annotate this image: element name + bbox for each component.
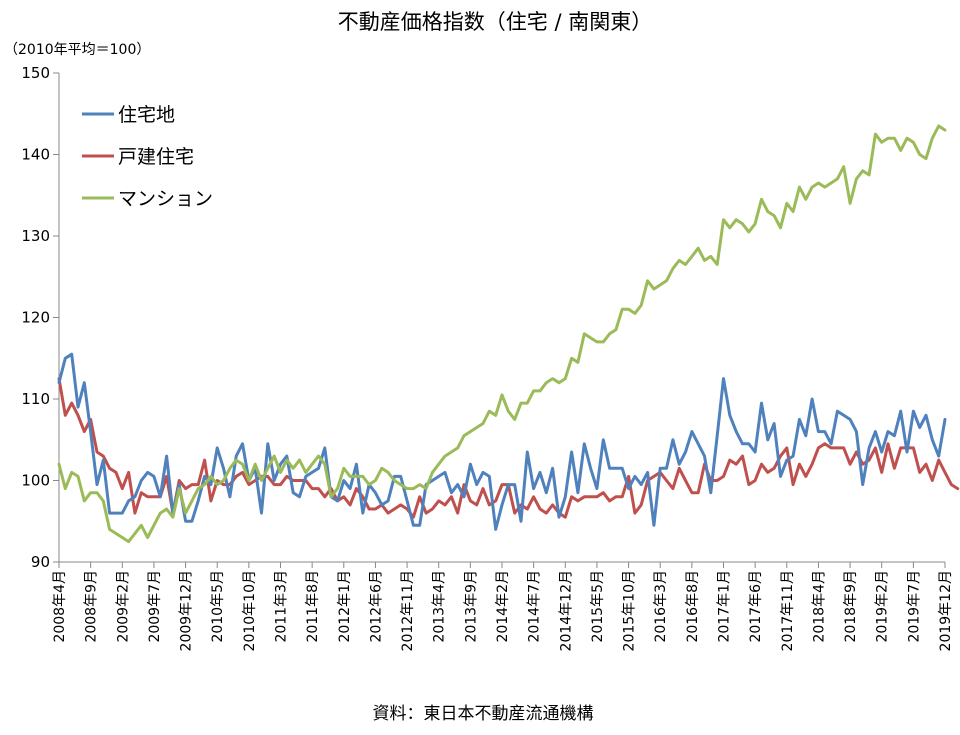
x-tick-label: 2015年5月	[590, 570, 606, 643]
x-tick-label: 2011年3月	[274, 570, 290, 643]
x-tick-label: 2019年12月	[938, 570, 954, 651]
x-tick-label: 2013年4月	[432, 570, 448, 643]
x-tick-label: 2014年7月	[527, 570, 543, 643]
x-tick-label: 2018年9月	[843, 570, 859, 643]
x-tick-label: 2017年6月	[748, 570, 764, 643]
x-tick-label: 2014年2月	[495, 570, 511, 643]
y-tick-label: 110	[21, 390, 50, 408]
x-tick-label: 2015年10月	[622, 570, 638, 651]
x-tick-label: 2016年8月	[685, 570, 701, 643]
y-tick-label: 150	[21, 64, 50, 82]
x-tick-label: 2008年4月	[52, 570, 68, 643]
x-tick-label: 2017年1月	[717, 570, 733, 643]
y-tick-label: 90	[31, 553, 50, 571]
x-tick-label: 2009年7月	[147, 570, 163, 643]
chart-title: 不動産価格指数（住宅 / 南関東）	[338, 10, 652, 34]
y-tick-label: 120	[21, 309, 50, 327]
x-tick-label: 2017年11月	[780, 570, 796, 651]
x-tick-label: 2012年11月	[400, 570, 416, 651]
x-tick-label: 2019年2月	[875, 570, 891, 643]
x-tick-label: 2010年5月	[210, 570, 226, 643]
x-tick-label: 2008年9月	[84, 570, 100, 643]
y-tick-label: 100	[21, 472, 50, 490]
x-tick-label: 2012年6月	[368, 570, 384, 643]
plot-lines	[57, 124, 960, 544]
series-line-2	[57, 124, 947, 544]
x-tick-label: 2011年8月	[305, 570, 321, 643]
y-tick-label: 130	[21, 227, 50, 245]
x-tick-label: 2016年3月	[653, 570, 669, 643]
y-axis: 90 100 110 120 130 140 150	[21, 64, 60, 571]
legend-label-2: マンション	[118, 188, 213, 210]
x-tick-label: 2009年12月	[179, 570, 195, 651]
series-line-0	[57, 352, 947, 531]
legend-label-0: 住宅地	[118, 104, 175, 126]
y-axis-unit-label: （2010年平均＝100）	[4, 42, 150, 58]
x-tick-label: 2013年9月	[463, 570, 479, 643]
x-tick-label: 2010年10月	[242, 570, 258, 651]
x-tick-label: 2018年4月	[811, 570, 827, 643]
x-tick-label: 2012年1月	[337, 570, 353, 643]
x-axis: 2008年4月 2008年9月 2009年2月 2009年7月 2009年12月 2010…	[52, 561, 954, 651]
x-tick-label: 2014年12月	[558, 570, 574, 651]
y-tick-label: 140	[21, 146, 50, 164]
source-note: 資料：東日本不動産流通機構	[373, 704, 594, 724]
x-tick-label: 2019年7月	[906, 570, 922, 643]
legend-label-1: 戸建住宅	[118, 146, 194, 168]
x-tick-label: 2009年2月	[115, 570, 131, 643]
